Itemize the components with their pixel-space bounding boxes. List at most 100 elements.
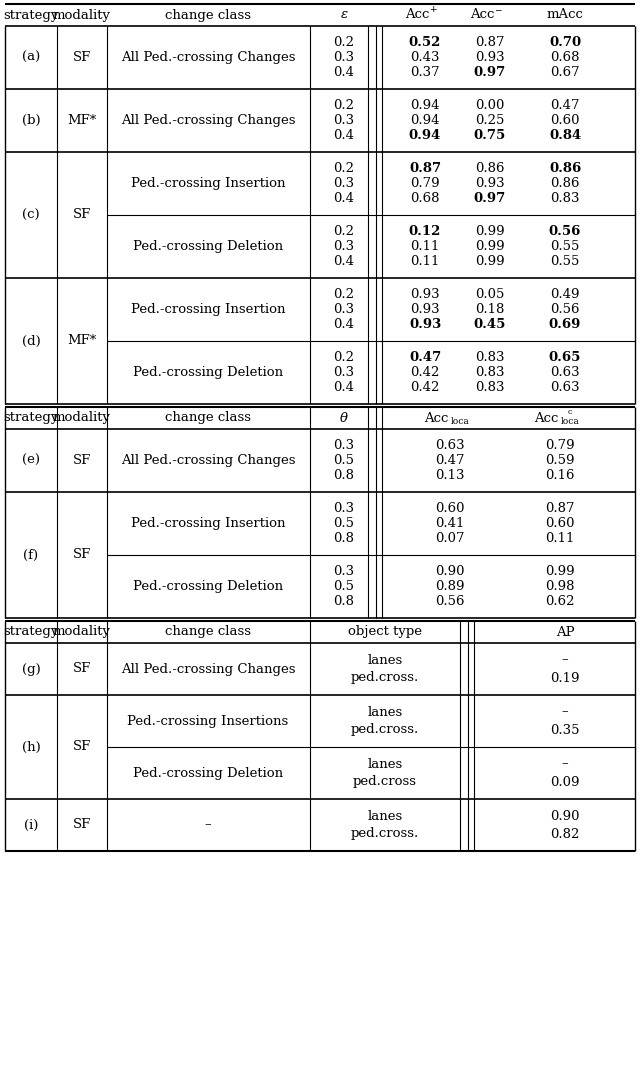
Text: 0.59: 0.59 [545, 454, 575, 466]
Text: 0.41: 0.41 [435, 517, 465, 530]
Text: 0.69: 0.69 [549, 318, 581, 331]
Text: 0.45: 0.45 [474, 318, 506, 331]
Text: 0.09: 0.09 [550, 775, 580, 788]
Text: 0.63: 0.63 [435, 439, 465, 452]
Text: 0.67: 0.67 [550, 66, 580, 79]
Text: 0.94: 0.94 [410, 99, 440, 112]
Text: 0.55: 0.55 [550, 255, 580, 268]
Text: 0.8: 0.8 [333, 532, 355, 545]
Text: 0.2: 0.2 [333, 162, 355, 175]
Text: Ped.-crossing Insertions: Ped.-crossing Insertions [127, 715, 289, 727]
Text: 0.83: 0.83 [476, 381, 505, 394]
Text: Ped.-crossing Deletion: Ped.-crossing Deletion [133, 240, 283, 253]
Text: 0.16: 0.16 [545, 469, 575, 482]
Text: lanes: lanes [367, 654, 403, 667]
Text: 0.37: 0.37 [410, 66, 440, 79]
Text: –: – [562, 654, 568, 667]
Text: Ped.-crossing Deletion: Ped.-crossing Deletion [133, 767, 283, 780]
Text: 0.79: 0.79 [410, 177, 440, 190]
Text: strategy: strategy [3, 411, 59, 425]
Text: 0.99: 0.99 [545, 566, 575, 578]
Text: 0.82: 0.82 [550, 828, 580, 840]
Text: Ped.-crossing Insertion: Ped.-crossing Insertion [131, 177, 285, 190]
Text: 0.35: 0.35 [550, 723, 580, 737]
Text: 0.07: 0.07 [435, 532, 465, 545]
Text: change class: change class [165, 411, 251, 425]
Text: 0.49: 0.49 [550, 288, 580, 301]
Text: 0.3: 0.3 [333, 439, 355, 452]
Text: 0.8: 0.8 [333, 595, 355, 608]
Text: –: – [562, 757, 568, 770]
Text: object type: object type [348, 625, 422, 639]
Text: 0.11: 0.11 [545, 532, 575, 545]
Text: 0.86: 0.86 [549, 162, 581, 175]
Text: SF: SF [73, 740, 91, 754]
Text: Ped.-crossing Deletion: Ped.-crossing Deletion [133, 580, 283, 593]
Text: 0.83: 0.83 [476, 366, 505, 379]
Text: loca: loca [451, 416, 469, 426]
Text: 0.70: 0.70 [549, 36, 581, 49]
Text: 0.56: 0.56 [435, 595, 465, 608]
Text: (f): (f) [24, 548, 38, 561]
Text: 0.3: 0.3 [333, 177, 355, 190]
Text: Acc: Acc [405, 9, 429, 21]
Text: −: − [494, 5, 502, 15]
Text: 0.4: 0.4 [333, 66, 355, 79]
Text: 0.83: 0.83 [476, 351, 505, 364]
Text: 0.3: 0.3 [333, 566, 355, 578]
Text: (e): (e) [22, 454, 40, 466]
Text: Ped.-crossing Deletion: Ped.-crossing Deletion [133, 366, 283, 379]
Text: 0.2: 0.2 [333, 225, 355, 237]
Text: 0.2: 0.2 [333, 351, 355, 364]
Text: 0.55: 0.55 [550, 240, 580, 253]
Text: MF*: MF* [67, 334, 97, 347]
Text: 0.42: 0.42 [410, 366, 440, 379]
Text: (g): (g) [22, 662, 40, 675]
Text: 0.63: 0.63 [550, 366, 580, 379]
Text: Acc: Acc [470, 9, 494, 21]
Text: 0.97: 0.97 [474, 66, 506, 79]
Text: Ped.-crossing Insertion: Ped.-crossing Insertion [131, 517, 285, 530]
Text: Ped.-crossing Insertion: Ped.-crossing Insertion [131, 304, 285, 316]
Text: 0.75: 0.75 [474, 129, 506, 142]
Text: 0.90: 0.90 [550, 809, 580, 822]
Text: 0.56: 0.56 [549, 225, 581, 237]
Text: 0.93: 0.93 [475, 177, 505, 190]
Text: 0.2: 0.2 [333, 36, 355, 49]
Text: 0.47: 0.47 [409, 351, 441, 364]
Text: SF: SF [73, 51, 91, 64]
Text: 0.93: 0.93 [409, 318, 441, 331]
Text: lanes: lanes [367, 809, 403, 822]
Text: SF: SF [73, 548, 91, 561]
Text: 0.52: 0.52 [409, 36, 441, 49]
Text: SF: SF [73, 454, 91, 466]
Text: ε: ε [340, 9, 348, 21]
Text: 0.13: 0.13 [435, 469, 465, 482]
Text: 0.3: 0.3 [333, 240, 355, 253]
Text: SF: SF [73, 209, 91, 222]
Text: modality: modality [53, 625, 111, 639]
Text: 0.56: 0.56 [550, 304, 580, 316]
Text: 0.3: 0.3 [333, 51, 355, 64]
Text: –: – [562, 705, 568, 719]
Text: 0.89: 0.89 [435, 580, 465, 593]
Text: (c): (c) [22, 209, 40, 222]
Text: 0.12: 0.12 [409, 225, 441, 237]
Text: change class: change class [165, 9, 251, 21]
Text: 0.5: 0.5 [333, 580, 355, 593]
Text: 0.3: 0.3 [333, 502, 355, 515]
Text: 0.98: 0.98 [545, 580, 575, 593]
Text: θ: θ [340, 411, 348, 425]
Text: modality: modality [53, 411, 111, 425]
Text: 0.4: 0.4 [333, 381, 355, 394]
Text: mAcc: mAcc [547, 9, 584, 21]
Text: 0.93: 0.93 [410, 304, 440, 316]
Text: 0.18: 0.18 [476, 304, 505, 316]
Text: 0.94: 0.94 [409, 129, 441, 142]
Text: 0.99: 0.99 [475, 255, 505, 268]
Text: ped.cross: ped.cross [353, 775, 417, 788]
Text: 0.87: 0.87 [476, 36, 505, 49]
Text: SF: SF [73, 662, 91, 675]
Text: All Ped.-crossing Changes: All Ped.-crossing Changes [121, 51, 295, 64]
Text: 0.25: 0.25 [476, 114, 505, 127]
